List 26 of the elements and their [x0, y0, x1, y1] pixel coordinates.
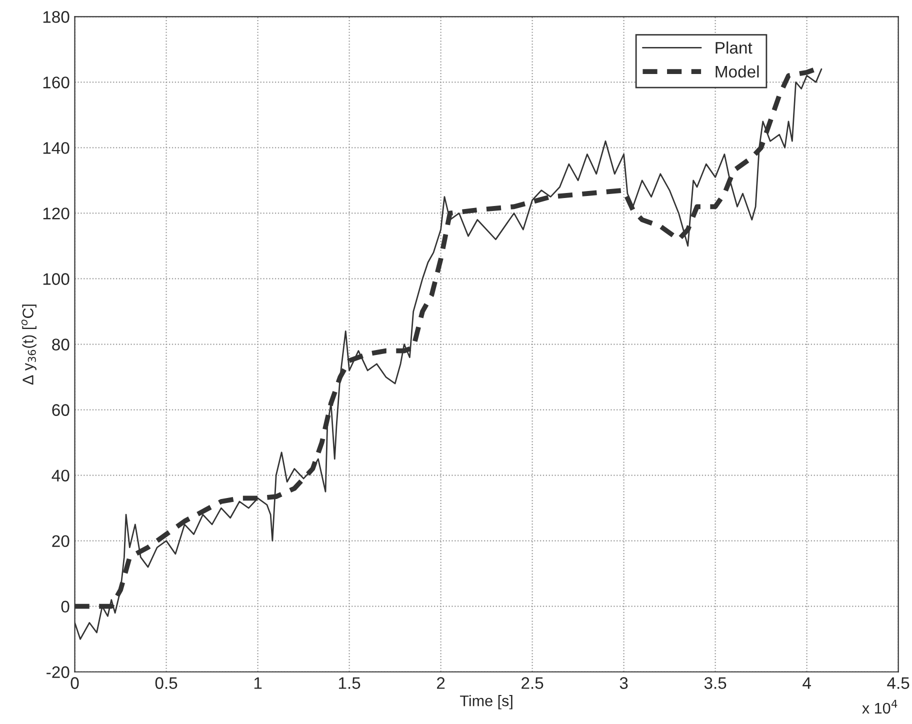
x-tick-label: 3.5 — [704, 677, 726, 689]
y-tick-label: 40 — [52, 470, 70, 482]
x-tick-label: 2 — [437, 677, 445, 689]
x-tick-label: 1 — [254, 677, 262, 689]
y-tick-label: -20 — [46, 666, 70, 678]
y-tick-label: 180 — [43, 11, 70, 23]
x-axis-title: Time [s] — [460, 695, 512, 710]
y-tick-label: 60 — [52, 404, 70, 416]
y-tick-label: 20 — [52, 535, 70, 548]
y-tick-label: 120 — [43, 208, 70, 220]
y-tick-label: 0 — [61, 600, 70, 613]
x-tick-label: 0 — [70, 677, 79, 689]
text: x 10$^{4}$ — [862, 700, 898, 714]
x-tick-label: 0.5 — [155, 677, 178, 689]
x-tick-label: 3 — [620, 677, 628, 689]
x-tick-label: 1.5 — [338, 677, 360, 689]
y-tick-label: 80 — [52, 338, 70, 350]
legend-label: Model — [716, 65, 759, 78]
legend-label: Plant — [716, 41, 752, 54]
x-tick-label: 2.5 — [522, 677, 544, 689]
y-tick-label: 160 — [43, 76, 70, 88]
x-tick-label: 4 — [802, 677, 811, 689]
y-axis-title: Δ y$_{36}$(t) [$^{o}$C] — [21, 304, 36, 385]
x-tick-label: 4.5 — [887, 677, 910, 689]
y-tick-label: 140 — [43, 142, 70, 154]
y-tick-label: 100 — [43, 273, 70, 285]
